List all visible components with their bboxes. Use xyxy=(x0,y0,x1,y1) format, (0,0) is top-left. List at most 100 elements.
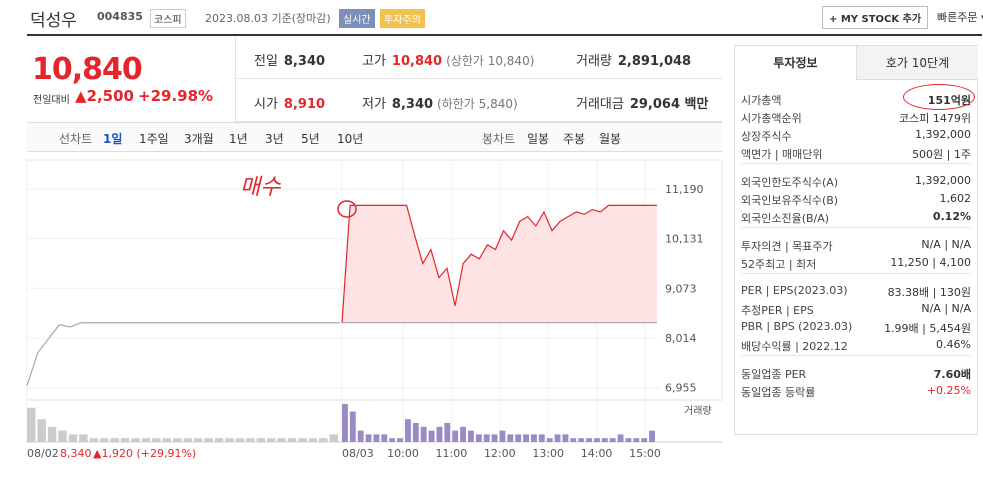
tab[interactable]: 5년 xyxy=(301,132,320,146)
tab[interactable]: 1년 xyxy=(229,132,248,146)
tab[interactable]: 주봉 xyxy=(563,132,586,146)
volume-bar xyxy=(609,438,616,442)
info-row: 외국인한도주식수(A) 1,392,000 xyxy=(741,174,971,191)
volume-bar xyxy=(256,438,265,442)
volume-bar xyxy=(277,438,286,442)
volume-bar xyxy=(405,419,411,442)
change-rate: +29.98% xyxy=(138,87,214,105)
value: 8,910 xyxy=(283,97,326,112)
volume-bar xyxy=(110,438,119,442)
tab[interactable]: 3년 xyxy=(265,132,284,146)
separator xyxy=(741,227,971,228)
info-row: 시가총액순위 코스피 1479위 xyxy=(741,110,971,127)
summary-cell: 저가 8,340 (하한가 5,840) xyxy=(362,93,518,112)
volume-bar xyxy=(89,438,99,442)
volume-bar xyxy=(183,438,192,442)
info-row: PBR | BPS (2023.03) 1.99배 | 5,454원 xyxy=(741,320,971,337)
info-value: 7.60배 xyxy=(933,368,971,381)
label: 저가 xyxy=(362,97,386,112)
volume-bar xyxy=(152,438,161,442)
volume-bar xyxy=(468,430,474,442)
note: (하한가 5,840) xyxy=(437,97,518,111)
prev-change: ▲1,920 (+29,91%) xyxy=(93,447,196,460)
annotation: 매수 xyxy=(240,175,281,200)
quick-order[interactable]: 빠른주문 ▾ xyxy=(937,11,983,24)
info-value: 83.38배 | 130원 xyxy=(887,286,971,299)
divider xyxy=(235,36,236,122)
volume-bar xyxy=(546,438,553,442)
tab[interactable]: 1일 xyxy=(103,132,123,146)
info-tab[interactable]: 호가 10단계 xyxy=(856,46,978,80)
label: 시가 xyxy=(254,97,278,112)
volume-bar xyxy=(47,426,57,442)
volume-bar xyxy=(100,438,109,442)
volume-bar xyxy=(570,438,577,442)
change: ▲2,500 xyxy=(75,87,134,105)
info-row: 액면가 | 매매단위 500원 | 1주 xyxy=(741,146,971,163)
summary-cell: 전일 8,340 xyxy=(254,50,325,69)
volume-bar xyxy=(460,426,466,442)
price-line xyxy=(341,204,657,323)
volume-bar xyxy=(173,438,182,442)
tab[interactable]: 1주일 xyxy=(139,132,169,146)
label: 거래대금 xyxy=(576,97,624,112)
mystock-button[interactable]: + MY STOCK 추가 xyxy=(822,6,929,29)
volume-legend: 거래량 xyxy=(684,405,712,417)
tab[interactable]: 월봉 xyxy=(599,132,622,146)
volume-bar xyxy=(436,426,443,442)
info-tab[interactable]: 투자정보 xyxy=(773,56,818,70)
chart-tabs: 선차트 1일 1주일 3개월 1년 3년 5년 10년 봉차트 일봉 주봉 월봉 xyxy=(27,122,722,152)
volume-bar xyxy=(554,434,561,442)
volume-bar xyxy=(389,438,396,442)
volume-bar xyxy=(365,434,372,442)
stock-code: 004835 xyxy=(97,10,143,23)
info-label: PER | EPS(2023.03) xyxy=(741,284,848,297)
tab[interactable]: 3개월 xyxy=(184,132,214,146)
summary-row: 전일 8,340 고가 10,840 (상한가 10,840) 거래량 2,891,048 xyxy=(236,36,722,79)
label: 거래량 xyxy=(576,54,612,69)
volume-bar xyxy=(578,438,585,442)
volume-bar xyxy=(319,438,328,442)
tab[interactable]: 일봉 xyxy=(527,132,550,146)
volume-bar xyxy=(483,434,490,442)
value: 10,840 xyxy=(391,54,443,69)
volume-bar xyxy=(531,434,537,442)
volume-bar xyxy=(225,438,234,442)
x-label: 13:00 xyxy=(532,447,564,460)
volume-bar xyxy=(562,434,569,442)
info-label: 투자의견 | 목표주가 xyxy=(741,240,833,253)
tab-label: 봉차트 xyxy=(482,132,516,146)
volume-bar xyxy=(27,407,36,442)
y-tick-label: 6,955 xyxy=(665,382,697,395)
info-row: 외국인소진율(B/A) 0.12% xyxy=(741,210,971,227)
volume-bar xyxy=(342,404,348,442)
info-label: 외국인소진율(B/A) xyxy=(741,212,830,225)
volume-bar xyxy=(381,434,388,442)
prev-close: 8,340 xyxy=(60,447,92,460)
badge: 투자주의 xyxy=(380,9,425,28)
info-label: 동일업종 PER xyxy=(741,368,807,381)
y-tick-label: 8,014 xyxy=(665,332,697,345)
separator xyxy=(741,355,971,356)
info-value: 11,250 | 4,100 xyxy=(890,256,971,269)
summary-cell: 고가 10,840 (상한가 10,840) xyxy=(362,50,534,69)
volume-bar xyxy=(68,434,78,442)
info-panel: 투자정보 호가 10단계 시가총액 151억원 시가총액순위 코스피 1479위 상장주식수… xyxy=(734,45,978,435)
volume-bar xyxy=(594,438,600,442)
stock-name: 덕성우 xyxy=(30,11,77,31)
value: 8,340 xyxy=(283,54,326,69)
marker-circle xyxy=(903,84,975,110)
info-label: 외국인한도주식수(A) xyxy=(741,176,839,189)
volume-bar xyxy=(452,430,459,442)
tab-label: 선차트 xyxy=(59,132,93,146)
volume-bar xyxy=(420,426,427,442)
info-label: 동일업종 등락률 xyxy=(741,386,816,399)
volume-bar xyxy=(507,434,514,442)
info-label: PBR | BPS (2023.03) xyxy=(741,320,853,333)
info-value: 0.46% xyxy=(936,338,971,351)
tab[interactable]: 10년 xyxy=(337,132,364,146)
info-row: 52주최고 | 최저 11,250 | 4,100 xyxy=(741,256,971,273)
volume-bar xyxy=(601,438,608,442)
label: 전일 xyxy=(254,54,278,69)
separator xyxy=(741,163,971,164)
